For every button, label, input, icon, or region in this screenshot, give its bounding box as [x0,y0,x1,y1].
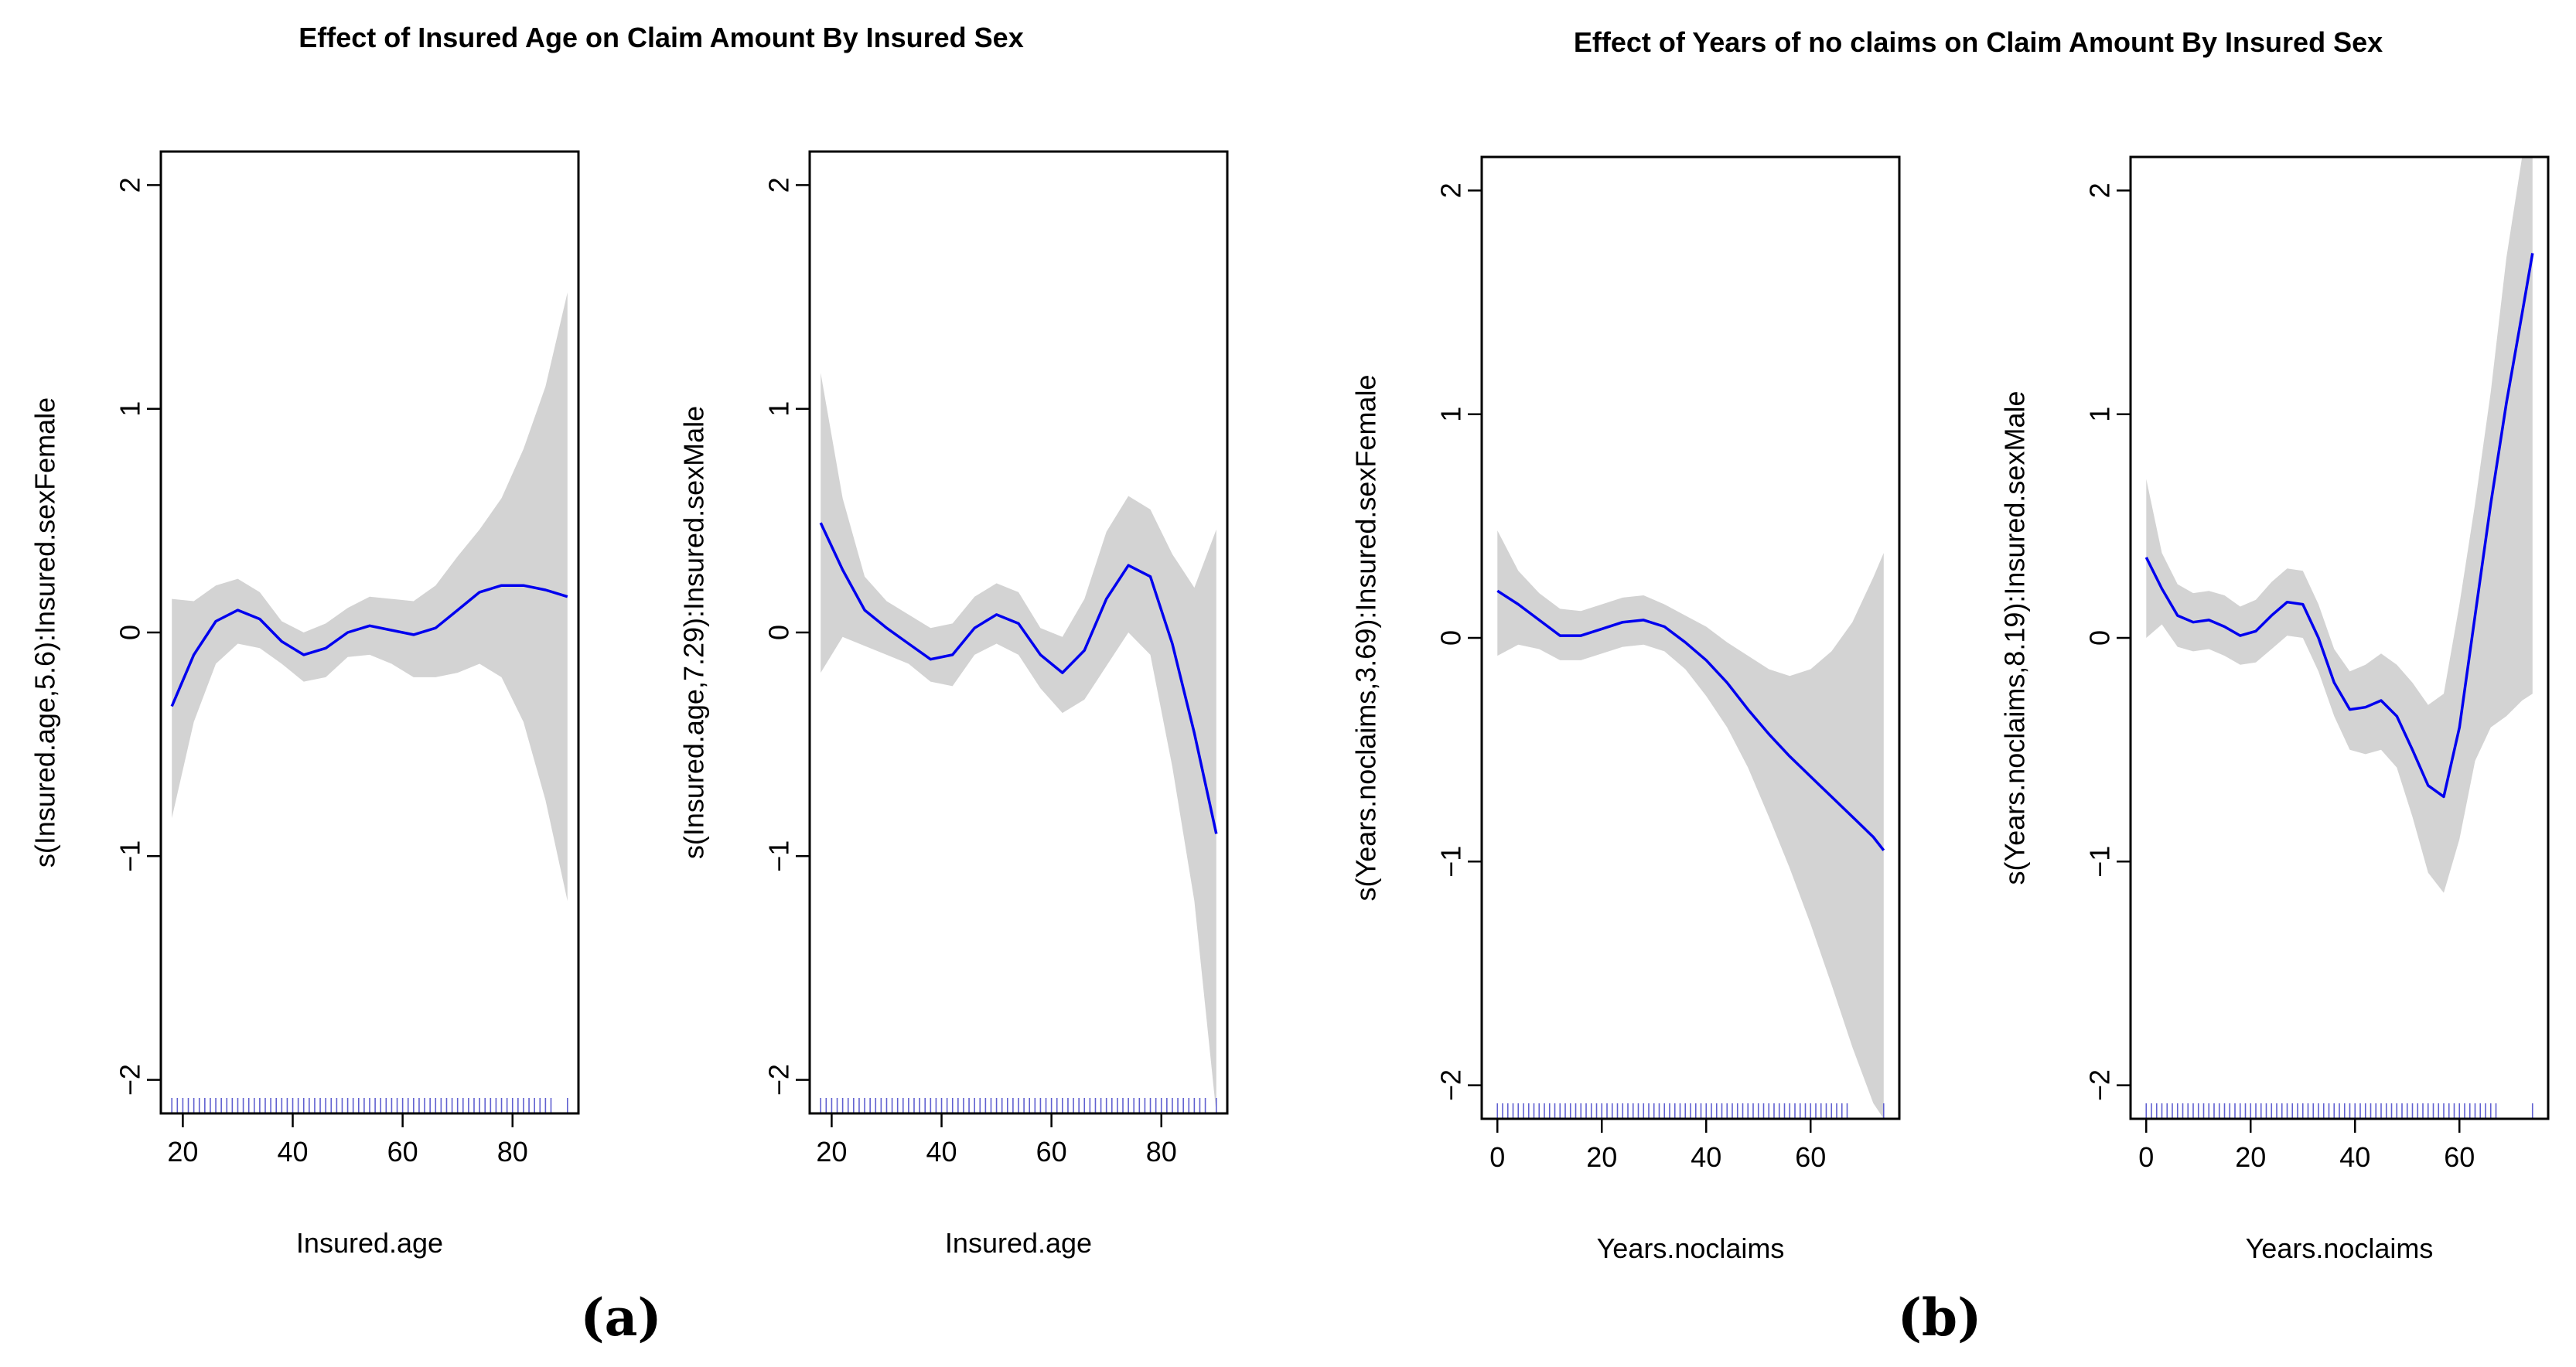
smooth-curve [1496,589,1885,851]
smooth-curve [819,522,1218,834]
x-tick-label: 60 [1036,1136,1067,1168]
y-tick-label: 0 [1435,630,1467,646]
y-axis-label: s(Insured.age,5.6):Insured.sexFemale [29,397,61,868]
chart-panel-noclaims-female: 0 20 40 60 Years.noclaims −2 −1 0 1 2 s(Years.nocl… [1350,155,1901,1264]
confidence-band [1497,530,1884,1119]
x-tick-label: 60 [2444,1141,2475,1173]
y-tick-label: 1 [763,401,795,417]
group-title-a: Effect of Insured Age on Claim Amount By… [299,22,1023,53]
x-tick-label: 0 [2138,1141,2154,1173]
y-tick-label: −2 [763,1064,795,1096]
chart-panel-age-male: 20 40 60 80 Insured.age −2 −1 0 1 2 s(Insured.age,… [678,150,1229,1259]
x-tick-label: 60 [387,1136,418,1168]
x-tick-label: 80 [1146,1136,1177,1168]
y-tick-label: −1 [763,840,795,872]
y-axis-label: s(Insured.age,7.29):Insured.sexMale [678,406,710,859]
y-tick-label: 2 [2084,182,2116,198]
x-tick-label: 20 [816,1136,847,1168]
y-tick-label: 1 [114,401,146,417]
x-tick-label: 60 [1795,1141,1826,1173]
y-tick-label: 0 [763,625,795,640]
x-tick-label: 40 [2339,1141,2370,1173]
confidence-band [2146,157,2533,893]
x-axis-label: Insured.age [296,1227,443,1259]
y-tick-label: 1 [2084,407,2116,422]
y-tick-label: −1 [114,840,146,872]
y-tick-label: 0 [114,625,146,640]
x-axis-label: Insured.age [945,1227,1092,1259]
x-axis-label: Years.noclaims [1597,1232,1785,1264]
confidence-band [821,373,1216,1113]
y-tick-label: −2 [1435,1069,1467,1101]
x-axis-label: Years.noclaims [2246,1232,2434,1264]
x-tick-label: 0 [1489,1141,1505,1173]
y-axis-label: s(Years.noclaims,8.19):Insured.sexMale [1999,391,2031,885]
chart-panel-age-female: 20 40 60 80 Insured.age −2 −1 0 1 2 s(Insured.age,… [29,150,580,1259]
y-tick-label: −1 [1435,846,1467,878]
x-tick-label: 40 [926,1136,957,1168]
y-axis-label: s(Years.noclaims,3.69):Insured.sexFemale [1350,375,1382,902]
x-tick-label: 20 [1586,1141,1617,1173]
x-tick-label: 80 [497,1136,528,1168]
y-tick-label: −2 [2084,1069,2116,1101]
x-tick-label: 20 [2235,1141,2266,1173]
y-tick-label: 1 [1435,407,1467,422]
y-tick-label: 2 [1435,182,1467,198]
x-tick-label: 40 [278,1136,309,1168]
y-tick-label: −2 [114,1064,146,1096]
y-tick-label: 0 [2084,630,2116,646]
panel-tag-b: (b) [1898,1287,1982,1348]
y-tick-label: 2 [114,177,146,193]
group-title-b: Effect of Years of no claims on Claim Am… [1574,26,2383,58]
y-tick-label: 2 [763,177,795,193]
x-tick-label: 20 [167,1136,198,1168]
smooth-curve [170,584,568,707]
smooth-curve [2144,253,2534,799]
chart-panel-noclaims-male: 0 20 40 60 Years.noclaims −2 −1 0 1 2 s(Years.nocl… [1999,155,2550,1264]
x-tick-label: 40 [1691,1141,1721,1173]
confidence-band [172,292,568,902]
panel-tag-a: (a) [580,1287,661,1348]
y-tick-label: −1 [2084,846,2116,878]
